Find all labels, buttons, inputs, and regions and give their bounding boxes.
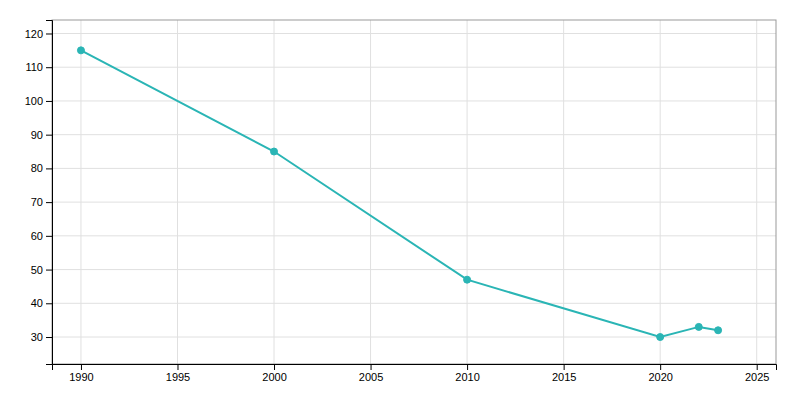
x-tick-label: 1995 bbox=[166, 371, 190, 383]
x-tick-label: 2015 bbox=[552, 371, 576, 383]
y-tick-label: 60 bbox=[31, 230, 43, 242]
grid-line-y bbox=[52, 67, 776, 68]
grid-line-y bbox=[52, 269, 776, 270]
y-tick: 100 bbox=[25, 95, 52, 107]
x-tick-mark bbox=[274, 364, 275, 370]
x-tick: 2025 bbox=[745, 364, 769, 383]
grid-line-x bbox=[467, 20, 468, 364]
y-axis-line bbox=[46, 21, 53, 365]
x-tick: 1990 bbox=[69, 364, 93, 383]
x-tick-mark bbox=[177, 364, 178, 370]
grid-line-y bbox=[52, 202, 776, 203]
y-tick-label: 110 bbox=[25, 61, 43, 73]
x-tick-label: 2010 bbox=[455, 371, 479, 383]
grid-line-x bbox=[756, 20, 757, 364]
x-axis-line bbox=[53, 365, 777, 371]
x-tick: 2000 bbox=[262, 364, 286, 383]
plot-area: 1990 1995 2000 2005 2010 2015 2020 2025 30 40 50 60… bbox=[25, 20, 777, 383]
y-tick-mark bbox=[46, 135, 52, 136]
x-tick: 1995 bbox=[166, 364, 190, 383]
y-tick-label: 40 bbox=[31, 297, 43, 309]
grid-line-y bbox=[52, 33, 776, 34]
x-tick-mark bbox=[660, 364, 661, 370]
y-tick-label: 30 bbox=[31, 331, 43, 343]
x-tick: 2015 bbox=[552, 364, 576, 383]
point bbox=[715, 327, 722, 334]
y-tick: 60 bbox=[31, 230, 52, 242]
y-tick: 30 bbox=[31, 331, 52, 343]
grid-line-y bbox=[52, 235, 776, 236]
x-tick-label: 2005 bbox=[359, 371, 383, 383]
y-tick-mark bbox=[46, 270, 52, 271]
point bbox=[77, 47, 84, 54]
grid-line-y bbox=[52, 303, 776, 304]
x-tick-mark bbox=[371, 364, 372, 370]
y-tick-mark bbox=[46, 337, 52, 338]
x-tick: 2020 bbox=[648, 364, 672, 383]
x-tick-label: 2000 bbox=[262, 371, 286, 383]
y-tick: 80 bbox=[31, 162, 52, 174]
y-axis: 30 40 50 60 70 80 90 100 110 120 bbox=[25, 21, 53, 365]
x-tick: 2005 bbox=[359, 364, 383, 383]
y-tick: 90 bbox=[31, 129, 52, 141]
marks bbox=[77, 47, 721, 341]
plot-frame bbox=[52, 20, 776, 364]
y-tick: 120 bbox=[25, 28, 52, 40]
grid-line-y bbox=[52, 134, 776, 135]
x-tick-mark bbox=[564, 364, 565, 370]
y-tick-mark bbox=[46, 168, 52, 169]
y-tick-mark bbox=[46, 236, 52, 237]
y-tick-mark bbox=[46, 101, 52, 102]
point bbox=[695, 323, 702, 330]
x-tick-mark bbox=[757, 364, 758, 370]
y-tick-label: 70 bbox=[31, 196, 43, 208]
grid-line-y bbox=[52, 100, 776, 101]
grid-line-x bbox=[274, 20, 275, 364]
point bbox=[464, 276, 471, 283]
y-tick-label: 80 bbox=[31, 162, 43, 174]
y-tick: 110 bbox=[25, 61, 52, 73]
grid-line-x bbox=[370, 20, 371, 364]
y-tick-mark bbox=[46, 202, 52, 203]
x-tick: 2010 bbox=[455, 364, 479, 383]
grid-line-y bbox=[52, 168, 776, 169]
x-axis: 1990 1995 2000 2005 2010 2015 2020 2025 bbox=[53, 364, 777, 383]
y-tick: 40 bbox=[31, 297, 52, 309]
point bbox=[657, 334, 664, 341]
y-tick-mark bbox=[46, 303, 52, 304]
y-tick-label: 120 bbox=[25, 28, 43, 40]
y-tick: 70 bbox=[31, 196, 52, 208]
x-tick-label: 2020 bbox=[648, 371, 672, 383]
y-tick-label: 90 bbox=[31, 129, 43, 141]
grid-line-x bbox=[563, 20, 564, 364]
y-tick-label: 50 bbox=[31, 264, 43, 276]
line bbox=[81, 50, 718, 337]
x-tick-label: 2025 bbox=[745, 371, 769, 383]
grid bbox=[52, 20, 776, 364]
x-tick-mark bbox=[467, 364, 468, 370]
y-tick: 50 bbox=[31, 264, 52, 276]
y-tick-label: 100 bbox=[25, 95, 43, 107]
chart: 1990 1995 2000 2005 2010 2015 2020 2025 30 40 50 60… bbox=[0, 0, 800, 400]
grid-line-x bbox=[80, 20, 81, 364]
grid-line-x bbox=[660, 20, 661, 364]
x-tick-mark bbox=[81, 364, 82, 370]
grid-line-y bbox=[52, 337, 776, 338]
grid-line-x bbox=[177, 20, 178, 364]
x-tick-label: 1990 bbox=[69, 371, 93, 383]
y-tick-mark bbox=[46, 33, 52, 34]
point bbox=[271, 148, 278, 155]
y-tick-mark bbox=[46, 67, 52, 68]
